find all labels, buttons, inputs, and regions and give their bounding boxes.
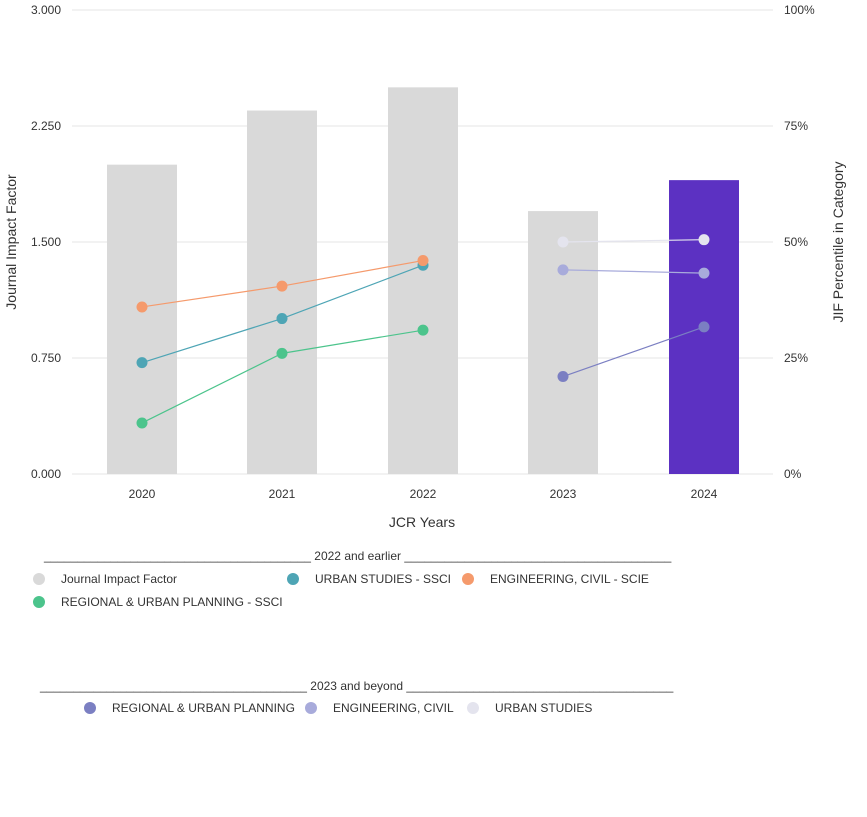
legend-label: Journal Impact Factor <box>61 572 178 586</box>
series-point <box>276 280 288 292</box>
y2-tick-label: 75% <box>784 119 808 133</box>
series-line <box>562 326 705 378</box>
legend-heading-2023-beyond: ________________________________________… <box>40 679 674 693</box>
legend-swatch <box>462 573 474 585</box>
legend-swatch <box>33 573 45 585</box>
series-point <box>698 321 710 333</box>
series-point <box>276 313 288 325</box>
y-axis-title: Journal Impact Factor <box>3 174 19 310</box>
legend-label: ENGINEERING, CIVIL <box>333 701 454 715</box>
jif-bar-2021 <box>247 110 317 475</box>
legend-swatch <box>467 702 479 714</box>
y2-tick-label: 25% <box>784 351 808 365</box>
legend-swatch <box>84 702 96 714</box>
percentile-lines <box>136 234 710 429</box>
series-point <box>557 371 569 383</box>
legend-swatch <box>287 573 299 585</box>
x-axis-title: JCR Years <box>389 514 455 530</box>
series-point <box>698 267 710 279</box>
y-tick-label: 1.500 <box>31 235 61 249</box>
y2-tick-label: 0% <box>784 467 802 481</box>
left-axis-ticks: 0.000 0.750 1.500 2.250 3.000 <box>31 3 61 481</box>
y-tick-label: 3.000 <box>31 3 61 17</box>
series-point <box>417 255 429 267</box>
legend-swatch <box>305 702 317 714</box>
legend-item-jif[interactable]: Journal Impact Factor <box>33 572 177 586</box>
legend-swatch <box>33 596 45 608</box>
y-tick-label: 0.750 <box>31 351 61 365</box>
series-point <box>417 324 429 336</box>
legend-item-urban-studies-ssci[interactable]: URBAN STUDIES - SSCI <box>287 572 451 586</box>
x-tick-label: 2020 <box>129 487 156 501</box>
jcr-chart: 0.000 0.750 1.500 2.250 3.000 0% 25% 50% 75% 100… <box>3 3 846 530</box>
y2-axis-title: JIF Percentile in Category <box>830 161 846 322</box>
series-line <box>562 239 705 243</box>
jif-bar-2022 <box>388 87 458 474</box>
legend-label: URBAN STUDIES - SSCI <box>315 572 452 586</box>
jif-bar-2023 <box>528 211 598 475</box>
x-tick-label: 2023 <box>550 487 577 501</box>
series-point <box>276 347 288 359</box>
x-tick-label: 2024 <box>691 487 718 501</box>
series-point <box>136 301 148 313</box>
legend-heading-2022-earlier: ________________________________________… <box>44 549 672 563</box>
y2-tick-label: 50% <box>784 235 808 249</box>
legend-item-engineering-civil-scie[interactable]: ENGINEERING, CIVIL - SCIE <box>462 572 649 586</box>
y-tick-label: 2.250 <box>31 119 61 133</box>
series-point <box>557 264 569 276</box>
x-axis-ticks: 2020 2021 2022 2023 2024 <box>129 487 718 501</box>
x-tick-label: 2021 <box>269 487 296 501</box>
series-point <box>698 234 710 246</box>
legend-item-urban-studies[interactable]: URBAN STUDIES <box>467 701 592 715</box>
y2-tick-label: 100% <box>784 3 815 17</box>
series-point <box>136 417 148 429</box>
legend-label: URBAN STUDIES <box>495 701 593 715</box>
legend-item-regional-urban-planning[interactable]: REGIONAL & URBAN PLANNING <box>84 701 295 715</box>
series-line <box>562 269 705 274</box>
y-tick-label: 0.000 <box>31 467 61 481</box>
legend-label: REGIONAL & URBAN PLANNING <box>112 701 295 715</box>
legend-label: REGIONAL & URBAN PLANNING - SSCI <box>61 595 283 609</box>
legend-item-engineering-civil[interactable]: ENGINEERING, CIVIL <box>305 701 454 715</box>
series-point <box>557 236 569 248</box>
right-axis-ticks: 0% 25% 50% 75% 100% <box>784 3 815 481</box>
legend-item-regional-urban-planning-ssci[interactable]: REGIONAL & URBAN PLANNING - SSCI <box>33 595 283 609</box>
legend-label: ENGINEERING, CIVIL - SCIE <box>490 572 649 586</box>
series-point <box>136 357 148 369</box>
jif-bars <box>107 87 739 475</box>
x-tick-label: 2022 <box>410 487 437 501</box>
